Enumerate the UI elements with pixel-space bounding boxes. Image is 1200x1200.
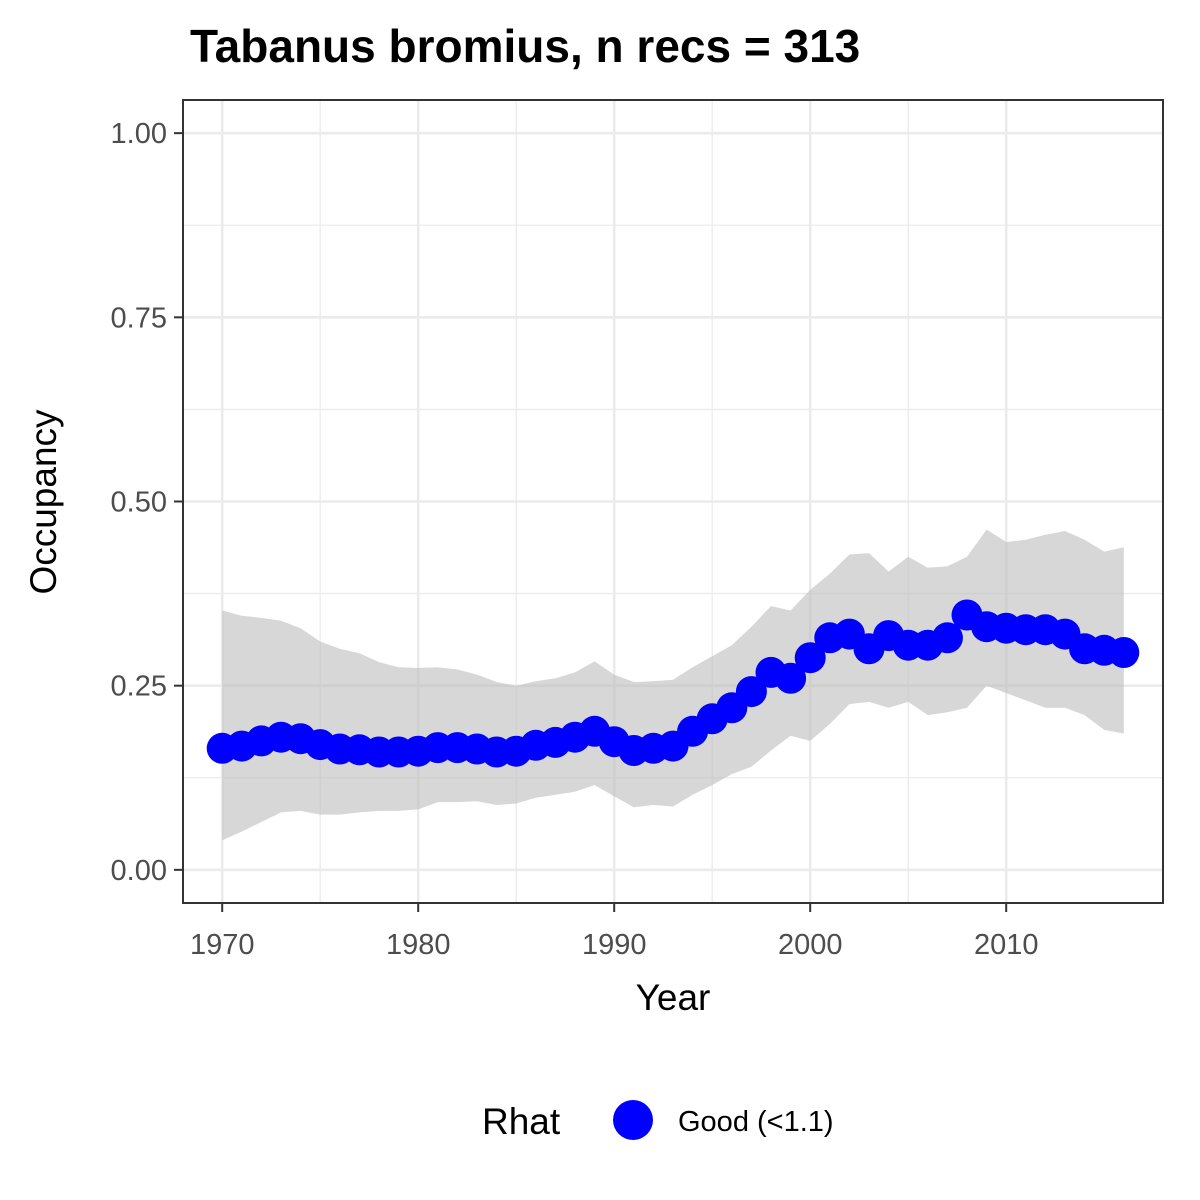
- data-point: [1108, 637, 1140, 668]
- x-tick-label: 1980: [386, 929, 451, 961]
- y-tick-label: 0.75: [111, 302, 167, 334]
- data-points-layer: [206, 599, 1140, 768]
- y-axis-title: Occupancy: [23, 409, 64, 595]
- chart-title: Tabanus bromius, n recs = 313: [190, 20, 860, 72]
- y-tick-label: 0.25: [111, 671, 167, 703]
- y-axis: 0.00 0.25 0.50 0.75 1.00: [111, 118, 183, 887]
- x-tick-label: 1970: [190, 929, 255, 961]
- y-tick-label: 1.00: [111, 118, 167, 150]
- legend-label-good: Good (<1.1): [678, 1106, 834, 1138]
- y-tick-label: 0.00: [111, 855, 167, 887]
- x-tick-label: 2000: [778, 929, 843, 961]
- data-point: [794, 642, 826, 674]
- x-tick-label: 2010: [974, 929, 1039, 961]
- data-point: [735, 676, 767, 708]
- x-axis: 1970 1980 1990 2000 2010: [190, 903, 1039, 961]
- x-axis-title: Year: [636, 977, 711, 1018]
- legend-title: Rhat: [482, 1101, 561, 1142]
- confidence-ribbon: [222, 529, 1124, 841]
- confidence-ribbon-layer: [222, 529, 1124, 841]
- data-point: [931, 622, 963, 654]
- y-tick-label: 0.50: [111, 487, 167, 519]
- data-point: [775, 662, 807, 694]
- legend-key-good: [613, 1100, 653, 1140]
- legend: Rhat Good (<1.1): [482, 1100, 834, 1142]
- x-tick-label: 1990: [582, 929, 647, 961]
